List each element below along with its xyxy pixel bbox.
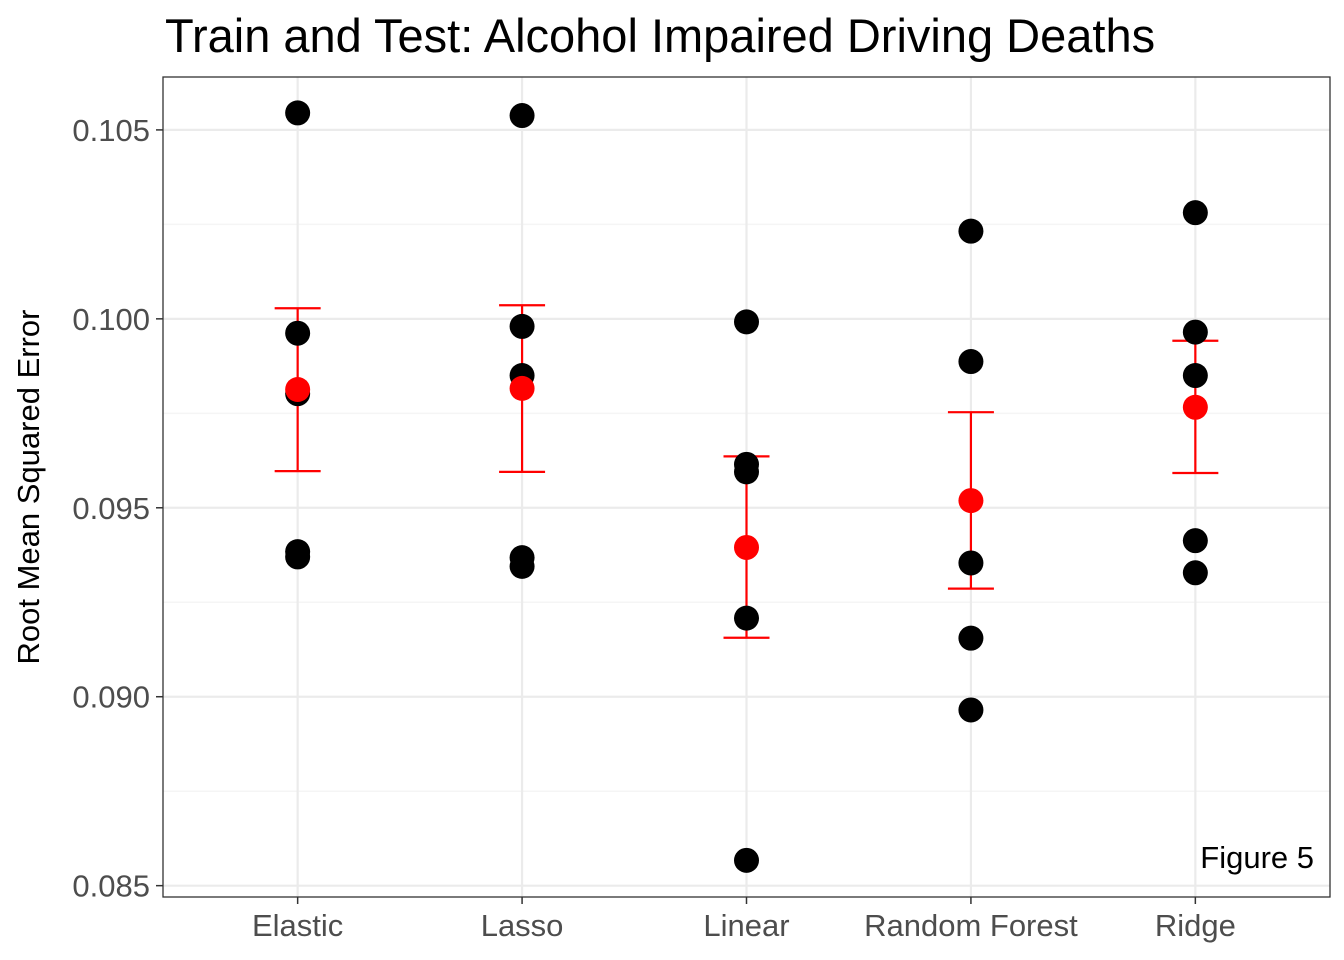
data-point — [958, 349, 984, 375]
data-point — [509, 313, 535, 339]
mean-point — [1182, 394, 1208, 420]
x-tick-label: Linear — [703, 908, 789, 943]
y-tick-label: 0.095 — [72, 491, 150, 526]
y-tick-label: 0.085 — [72, 869, 150, 904]
data-point — [509, 103, 535, 129]
data-point — [734, 309, 759, 335]
data-point — [285, 544, 311, 570]
x-tick-label: Ridge — [1155, 908, 1236, 943]
data-point — [734, 847, 759, 873]
mean-point — [958, 488, 984, 514]
y-tick-label: 0.100 — [72, 302, 150, 337]
data-point — [1182, 560, 1208, 586]
x-axis-tick-labels: Elastic Lasso Linear Random Forest Ridge — [252, 908, 1236, 943]
data-point — [285, 320, 311, 346]
data-point — [958, 550, 984, 576]
figure-annotation: Figure 5 — [1200, 840, 1314, 875]
y-axis-label: Root Mean Squared Error — [11, 310, 46, 665]
y-tick-label: 0.105 — [72, 113, 150, 148]
data-point — [958, 625, 984, 651]
data-point — [509, 553, 535, 579]
data-point — [285, 100, 311, 126]
data-point — [1182, 200, 1208, 226]
mean-point — [734, 534, 759, 560]
data-point — [734, 459, 759, 485]
data-point — [958, 697, 984, 723]
data-point — [958, 218, 984, 244]
data-point — [1182, 363, 1208, 389]
mean-points — [285, 375, 1208, 560]
x-tick-label: Lasso — [481, 908, 564, 943]
axis-ticks — [156, 129, 1197, 904]
data-points — [285, 100, 1208, 873]
x-tick-label: Elastic — [252, 908, 343, 943]
data-point — [1182, 528, 1208, 554]
panel-border — [162, 76, 1331, 898]
mean-point — [509, 375, 535, 401]
x-tick-label: Random Forest — [864, 908, 1078, 943]
data-point — [734, 605, 759, 631]
y-axis-tick-labels: 0.085 0.090 0.095 0.100 0.105 — [72, 113, 150, 904]
y-tick-label: 0.090 — [72, 680, 150, 715]
data-point — [1182, 319, 1208, 345]
mean-point — [285, 377, 311, 403]
chart-title: Train and Test: Alcohol Impaired Driving… — [165, 9, 1155, 62]
